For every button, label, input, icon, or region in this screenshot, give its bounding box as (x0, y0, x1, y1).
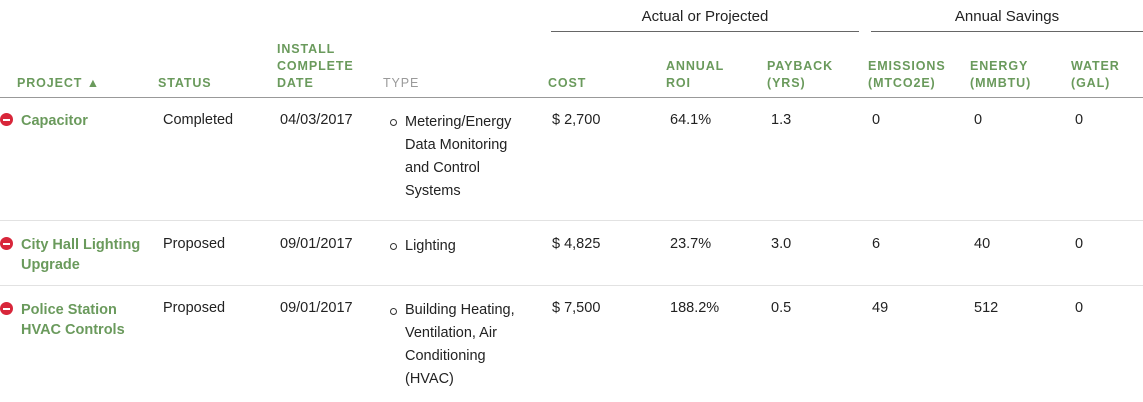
water-cell: 0 (1075, 112, 1084, 128)
roi-cell: 23.7% (670, 236, 712, 252)
project-link[interactable]: Police Station HVAC Controls (21, 302, 125, 338)
table-row: City Hall Lighting Upgrade Proposed 09/0… (0, 221, 1143, 285)
payback-cell: 3.0 (771, 236, 792, 252)
bullet-icon (390, 119, 397, 126)
water-cell: 0 (1075, 236, 1084, 252)
header-divider (0, 97, 1143, 98)
date-cell: 04/03/2017 (280, 112, 353, 128)
payback-cell: 1.3 (771, 112, 792, 128)
payback-cell: 0.5 (771, 300, 792, 316)
water-cell: 0 (1075, 300, 1084, 316)
table-row: Police Station HVAC Controls Proposed 09… (0, 286, 1143, 402)
cost-cell: $ 7,500 (552, 300, 601, 316)
energy-cell: 40 (974, 236, 991, 252)
cost-cell: $ 2,700 (552, 112, 601, 128)
column-header-project[interactable]: PROJECT ▲ (17, 76, 100, 90)
bullet-icon (390, 243, 397, 250)
column-header-cost[interactable]: COST (548, 76, 587, 90)
remove-icon[interactable] (0, 302, 13, 315)
column-header-status[interactable]: STATUS (158, 76, 212, 90)
status-cell: Proposed (163, 300, 226, 316)
group-header-savings: Annual Savings (954, 8, 1060, 25)
status-cell: Proposed (163, 236, 226, 252)
column-header-energy[interactable]: ENERGY (MMBTU) (970, 59, 1032, 90)
column-header-emissions[interactable]: EMISSIONS (MTCO2E) (868, 59, 946, 90)
column-header-type: TYPE (383, 76, 420, 90)
type-cell: Metering/Energy Data Monitoring and Cont… (405, 114, 512, 199)
row-divider (0, 220, 1143, 221)
group-header-actual: Actual or Projected (641, 8, 769, 25)
roi-cell: 64.1% (670, 112, 712, 128)
table-row: Capacitor Completed 04/03/2017 Metering/… (0, 98, 1143, 220)
energy-cell: 512 (974, 300, 999, 316)
roi-cell: 188.2% (670, 300, 720, 316)
column-header-annual-roi[interactable]: ANNUAL ROI (666, 59, 724, 90)
project-link[interactable]: City Hall Lighting Upgrade (21, 237, 141, 273)
column-header-payback[interactable]: PAYBACK (YRS) (767, 59, 834, 90)
group-divider-actual (551, 31, 859, 32)
remove-icon[interactable] (0, 113, 13, 126)
type-cell: Building Heating, Ventilation, Air Condi… (405, 302, 515, 387)
emissions-cell: 6 (872, 236, 881, 252)
energy-cell: 0 (974, 112, 983, 128)
type-cell: Lighting (405, 238, 456, 254)
bullet-icon (390, 308, 397, 315)
cost-cell: $ 4,825 (552, 236, 601, 252)
date-cell: 09/01/2017 (280, 300, 353, 316)
status-cell: Completed (163, 112, 234, 128)
emissions-cell: 0 (872, 112, 881, 128)
group-divider-savings (871, 31, 1143, 32)
row-divider (0, 285, 1143, 286)
remove-icon[interactable] (0, 237, 13, 250)
project-link[interactable]: Capacitor (21, 113, 88, 129)
column-header-water[interactable]: WATER (GAL) (1071, 59, 1120, 90)
column-header-install-date[interactable]: INSTALL COMPLETE DATE (277, 42, 354, 90)
emissions-cell: 49 (872, 300, 889, 316)
date-cell: 09/01/2017 (280, 236, 353, 252)
